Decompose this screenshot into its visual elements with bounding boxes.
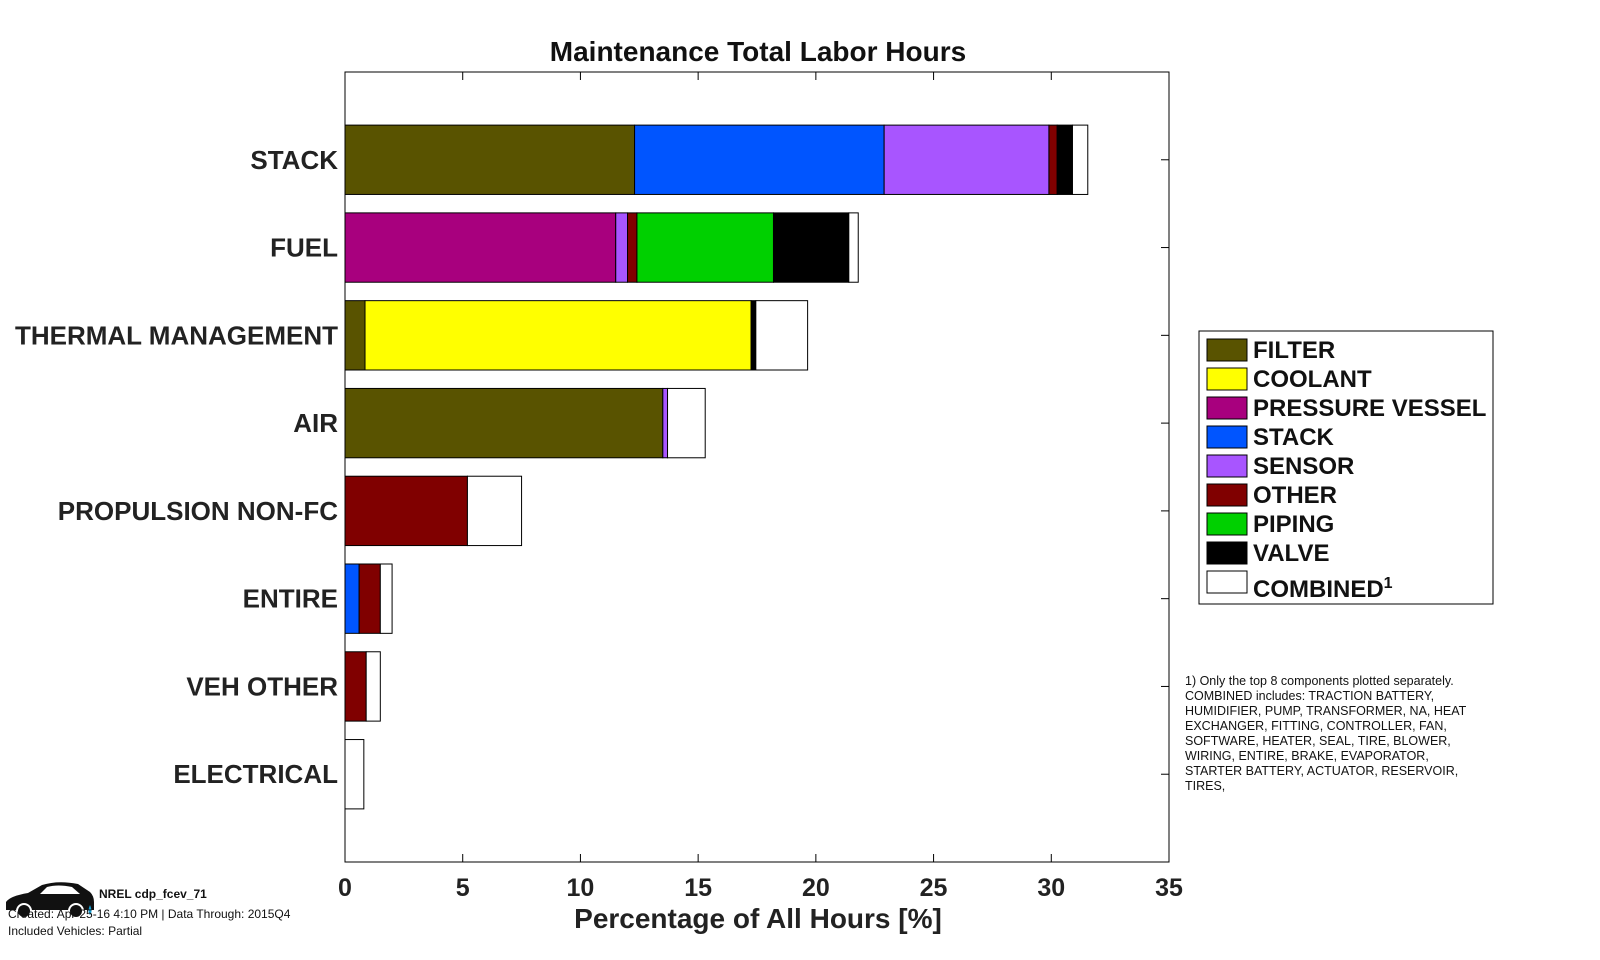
legend-swatch	[1206, 541, 1248, 565]
bar-segment	[344, 124, 636, 195]
legend-swatch	[1206, 483, 1248, 507]
bar-segment	[615, 212, 629, 283]
bar-segment	[365, 651, 381, 722]
legend-swatch	[1206, 512, 1248, 536]
plot-area	[344, 71, 1170, 863]
legend-swatch	[1206, 338, 1248, 362]
legend-label: SENSOR	[1253, 453, 1354, 480]
bar-segment	[344, 651, 367, 722]
x-tick-label: 20	[802, 874, 830, 902]
x-tick-label: 35	[1155, 874, 1183, 902]
x-tick-label: 30	[1037, 874, 1065, 902]
bar-segment	[662, 387, 669, 459]
legend-swatch	[1206, 570, 1248, 594]
category-label: ELECTRICAL	[173, 759, 338, 789]
footnote-line: EXCHANGER, FITTING, CONTROLLER, FAN,	[1185, 719, 1447, 733]
footnote-line: WIRING, ENTIRE, BRAKE, EVAPORATOR,	[1185, 749, 1429, 763]
footnote-line: 1) Only the top 8 components plotted sep…	[1185, 674, 1454, 688]
x-tick-label: 5	[456, 874, 470, 902]
bar-segment	[379, 563, 393, 634]
bar-segment	[344, 475, 468, 547]
bar-segment	[344, 387, 664, 459]
bar-segment	[466, 475, 523, 547]
footnote-line: TIRES,	[1185, 779, 1226, 793]
bar-segment	[772, 212, 850, 283]
bar-segment	[750, 300, 757, 371]
legend-label: PRESSURE VESSEL	[1253, 395, 1486, 422]
credit-created: Created: Apr-25-16 4:10 PM | Data Throug…	[8, 907, 291, 921]
bar-segment	[358, 563, 381, 634]
footnote: 1) Only the top 8 components plotted sep…	[1185, 674, 1505, 794]
bar-segment	[848, 212, 859, 283]
chart-title: Maintenance Total Labor Hours	[550, 36, 966, 67]
bar-segment	[1048, 124, 1058, 195]
x-axis-label: Percentage of All Hours [%]	[574, 903, 942, 934]
bar-segment	[883, 124, 1050, 195]
bar-segment	[1056, 124, 1073, 195]
x-tick-label: 25	[920, 874, 948, 902]
category-label: AIR	[293, 408, 338, 438]
legend-label: OTHER	[1253, 482, 1337, 509]
bar-segment	[344, 212, 617, 283]
category-label: ENTIRE	[243, 584, 338, 614]
legend-label: PIPING	[1253, 511, 1334, 538]
footnote-line: COMBINED includes: TRACTION BATTERY,	[1185, 689, 1435, 703]
footnote-line: HUMIDIFIER, PUMP, TRANSFORMER, NA, HEAT	[1185, 704, 1467, 718]
category-label: FUEL	[270, 233, 338, 263]
credit-vehicles: Included Vehicles: Partial	[8, 924, 143, 938]
bar-segment	[667, 387, 706, 459]
category-label: PROPULSION NON-FC	[58, 496, 338, 526]
bar-segment	[636, 212, 774, 283]
credit-name: NREL cdp_fcev_71	[99, 887, 207, 901]
legend-box	[1198, 330, 1494, 605]
category-label: STACK	[250, 145, 338, 175]
bar-segment	[344, 300, 366, 371]
bar-segment	[344, 563, 360, 634]
car-icon	[6, 882, 94, 919]
x-ticks: 0 5 10 15 20 25 30 35	[338, 72, 1183, 902]
bar-segment	[634, 124, 885, 195]
x-tick-label: 10	[567, 874, 595, 902]
x-tick-label: 15	[684, 874, 712, 902]
bar-segment	[755, 300, 809, 371]
category-label: VEH OTHER	[186, 671, 338, 701]
category-labels: STACK FUEL THERMAL MANAGEMENT AIR PROPULSION…	[15, 145, 1169, 789]
legend-swatch	[1206, 425, 1248, 449]
category-label: THERMAL MANAGEMENT	[15, 320, 338, 350]
bar-segment	[344, 739, 365, 810]
footnote-line: STARTER BATTERY, ACTUATOR, RESERVOIR,	[1185, 764, 1459, 778]
bars-group	[344, 124, 1089, 810]
bar-segment	[627, 212, 638, 283]
legend-superscript: 1	[1384, 575, 1393, 592]
bar-segment	[1071, 124, 1089, 195]
legend-label: VALVE	[1253, 540, 1329, 567]
legend-label: COOLANT	[1253, 366, 1372, 393]
legend-swatch	[1206, 454, 1248, 478]
bar-segment	[364, 300, 752, 371]
legend-swatch	[1206, 367, 1248, 391]
legend-swatch	[1206, 396, 1248, 420]
legend-label: COMBINED1	[1253, 575, 1393, 603]
footnote-line: SOFTWARE, HEATER, SEAL, TIRE, BLOWER,	[1185, 734, 1451, 748]
x-tick-label: 0	[338, 874, 352, 902]
legend-label: STACK	[1253, 424, 1335, 451]
legend-label: FILTER	[1253, 337, 1335, 364]
